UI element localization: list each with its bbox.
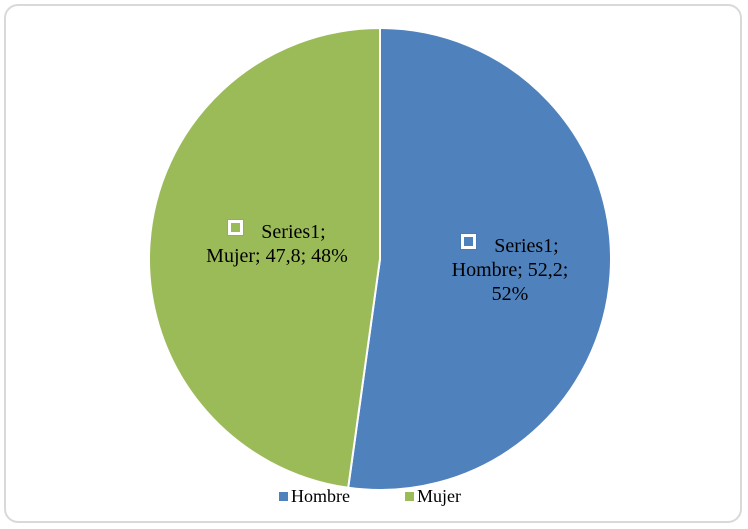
label-key: [460, 233, 478, 250]
data-label: Series1; Hombre; 52,2; 52%: [435, 233, 585, 306]
legend-swatch: [405, 492, 414, 501]
legend-label: Mujer: [417, 486, 461, 506]
legend-item: Hombre: [279, 486, 350, 507]
legend-swatch: [279, 492, 288, 501]
legend-item: Mujer: [405, 486, 461, 507]
data-label: Series1; Mujer; 47,8; 48%: [202, 219, 352, 268]
data-label-text: Series1; Hombre; 52,2; 52%: [451, 235, 569, 305]
label-key: [227, 219, 245, 236]
data-label-text: Series1; Mujer; 47,8; 48%: [206, 221, 348, 267]
pie-slice: [347, 26, 612, 491]
legend-label: Hombre: [291, 486, 350, 506]
pie-slice: [148, 26, 381, 489]
